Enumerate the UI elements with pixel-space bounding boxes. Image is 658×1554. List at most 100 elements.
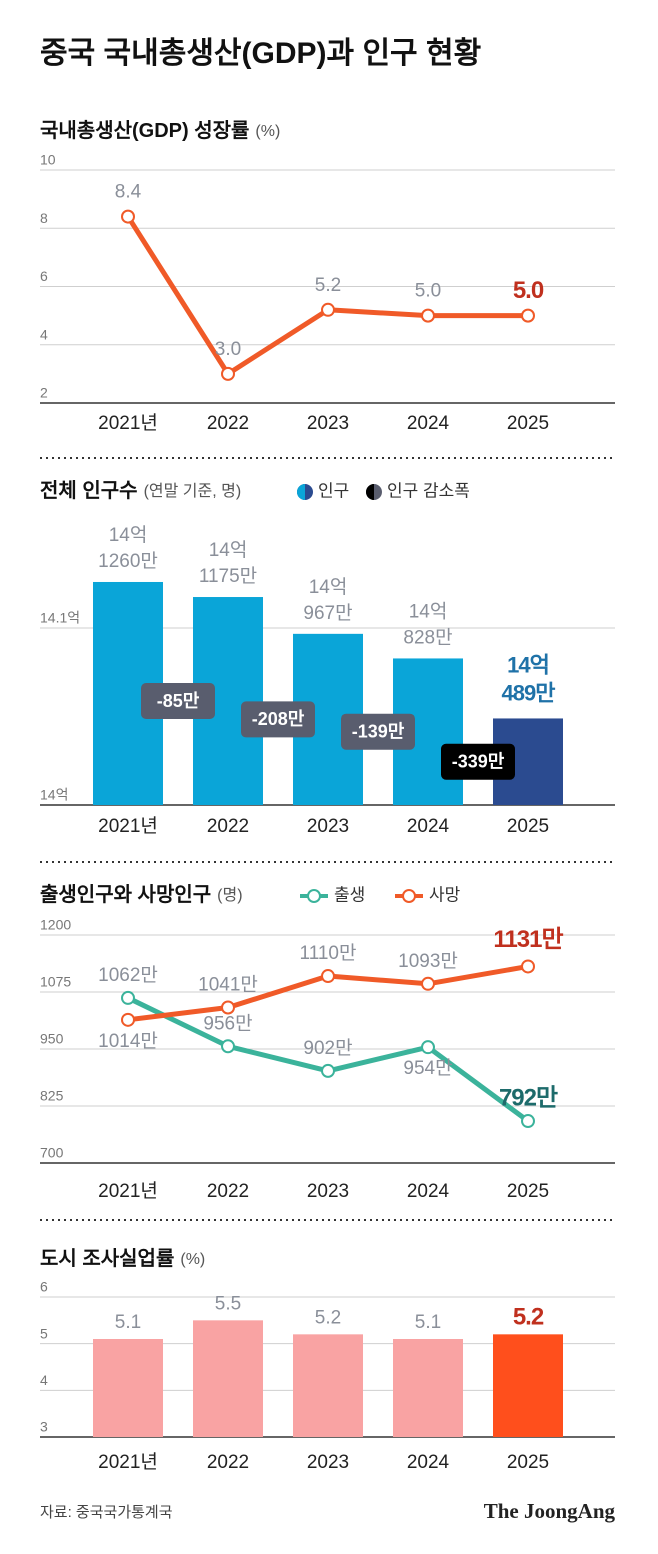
data-label: 14억 xyxy=(209,539,248,561)
point xyxy=(421,308,435,323)
subtitle: (%) xyxy=(180,1251,205,1268)
legend-swatch xyxy=(366,484,374,500)
subtitle: (%) xyxy=(255,123,280,140)
y-tick-label: 2 xyxy=(40,385,48,401)
y-tick-label: 4 xyxy=(40,326,48,342)
main-title: 중국 국내총생산(GDP)과 인구 현황 xyxy=(40,37,481,70)
y-tick-label: 950 xyxy=(40,1031,64,1047)
bar xyxy=(293,1334,363,1437)
data-label: 954만 xyxy=(403,1057,452,1079)
bar xyxy=(393,1339,463,1437)
x-tick-label: 2024 xyxy=(407,1181,450,1202)
y-tick-label: 3 xyxy=(40,1419,48,1435)
chart-title: 출생인구와 사망인구 (명) xyxy=(40,883,243,906)
point xyxy=(221,366,235,381)
change-label: -85만 xyxy=(157,691,200,711)
y-tick-label: 825 xyxy=(40,1088,64,1104)
point xyxy=(121,990,135,1005)
data-label: 967만 xyxy=(303,602,352,624)
change-badge xyxy=(341,713,415,750)
x-tick-label: 2025 xyxy=(507,413,549,434)
change-badge xyxy=(441,743,515,780)
data-label: 902만 xyxy=(303,1037,352,1059)
y-tick-label: 1200 xyxy=(40,917,71,933)
point xyxy=(421,1040,435,1055)
data-label: 5.1 xyxy=(115,1312,141,1333)
data-label: 5.1 xyxy=(415,1312,441,1333)
data-label: 792만 xyxy=(499,1084,558,1111)
x-tick-label: 2023 xyxy=(307,413,349,434)
data-label: 1260만 xyxy=(98,550,158,572)
data-label: 1110만 xyxy=(300,942,357,964)
x-tick-label: 2021년 xyxy=(98,1451,158,1473)
title: 전체 인구수 xyxy=(40,479,138,502)
data-label: 1041만 xyxy=(198,974,258,996)
data-label: 14억 xyxy=(309,576,348,598)
data-label: 1062만 xyxy=(98,964,158,986)
x-tick-label: 2024 xyxy=(407,1452,450,1473)
x-tick-label: 2023 xyxy=(307,816,349,837)
point xyxy=(221,1000,235,1015)
x-tick-label: 2022 xyxy=(207,413,249,434)
bar xyxy=(93,1339,163,1437)
y-tick-label: 700 xyxy=(40,1145,64,1161)
x-tick-label: 2025 xyxy=(507,1452,549,1473)
point xyxy=(521,308,535,323)
point xyxy=(321,969,335,984)
data-label: 14억 xyxy=(409,600,448,622)
x-tick-label: 2023 xyxy=(307,1181,349,1202)
change-label: -139만 xyxy=(352,721,405,741)
chart-title: 국내총생산(GDP) 성장률 (%) xyxy=(40,119,280,142)
y-tick-label: 14억 xyxy=(40,787,68,803)
chart-title: 전체 인구수 (연말 기준, 명) xyxy=(40,479,241,502)
data-label: 5.5 xyxy=(215,1293,241,1314)
change-badge xyxy=(241,701,315,738)
data-label: 5.2 xyxy=(513,1304,544,1331)
legend-label: 사망 xyxy=(429,885,461,904)
change-label: -208만 xyxy=(252,709,305,729)
point xyxy=(321,302,335,317)
x-tick-label: 2025 xyxy=(507,816,549,837)
x-tick-label: 2024 xyxy=(407,413,450,434)
data-label: 828만 xyxy=(403,626,452,648)
data-label: 1175만 xyxy=(199,565,257,587)
x-tick-label: 2022 xyxy=(207,1452,249,1473)
change-label: -339만 xyxy=(452,751,505,771)
title: 국내총생산(GDP) 성장률 xyxy=(40,119,249,142)
title: 출생인구와 사망인구 xyxy=(40,883,211,906)
data-label: 5.0 xyxy=(415,281,441,302)
x-tick-label: 2025 xyxy=(507,1181,549,1202)
line xyxy=(126,995,530,1124)
x-tick-label: 2023 xyxy=(307,1452,349,1473)
data-label: 5.2 xyxy=(315,1307,341,1328)
change-badge xyxy=(141,683,215,720)
y-tick-label: 6 xyxy=(40,1279,48,1295)
data-label: 1014만 xyxy=(98,1030,158,1052)
point xyxy=(321,1063,335,1078)
bar xyxy=(193,1320,263,1437)
x-tick-label: 2022 xyxy=(207,816,249,837)
bar xyxy=(493,1334,563,1437)
source: 자료: 중국국가통계국 xyxy=(40,1504,173,1521)
legend-label: 출생 xyxy=(334,885,365,904)
point xyxy=(121,1012,135,1027)
point xyxy=(121,209,135,224)
x-tick-label: 2021년 xyxy=(98,1180,158,1202)
y-tick-label: 4 xyxy=(40,1372,48,1388)
data-label: 8.4 xyxy=(115,182,142,203)
point xyxy=(521,959,535,974)
data-label: 956만 xyxy=(203,1012,252,1034)
data-label: 14억 xyxy=(507,652,549,677)
y-tick-label: 1075 xyxy=(40,974,71,990)
logo: The JoongAng xyxy=(484,1499,616,1523)
data-label: 1131만 xyxy=(493,926,563,953)
y-tick-label: 6 xyxy=(40,268,48,284)
chart-title: 도시 조사실업률 (%) xyxy=(40,1247,205,1270)
y-tick-label: 14.1억 xyxy=(40,610,80,626)
subtitle: (명) xyxy=(217,886,242,904)
subtitle: (연말 기준, 명) xyxy=(144,482,242,500)
y-tick-label: 10 xyxy=(40,152,56,168)
legend-swatch xyxy=(307,889,321,903)
data-label: 3.0 xyxy=(215,339,241,360)
